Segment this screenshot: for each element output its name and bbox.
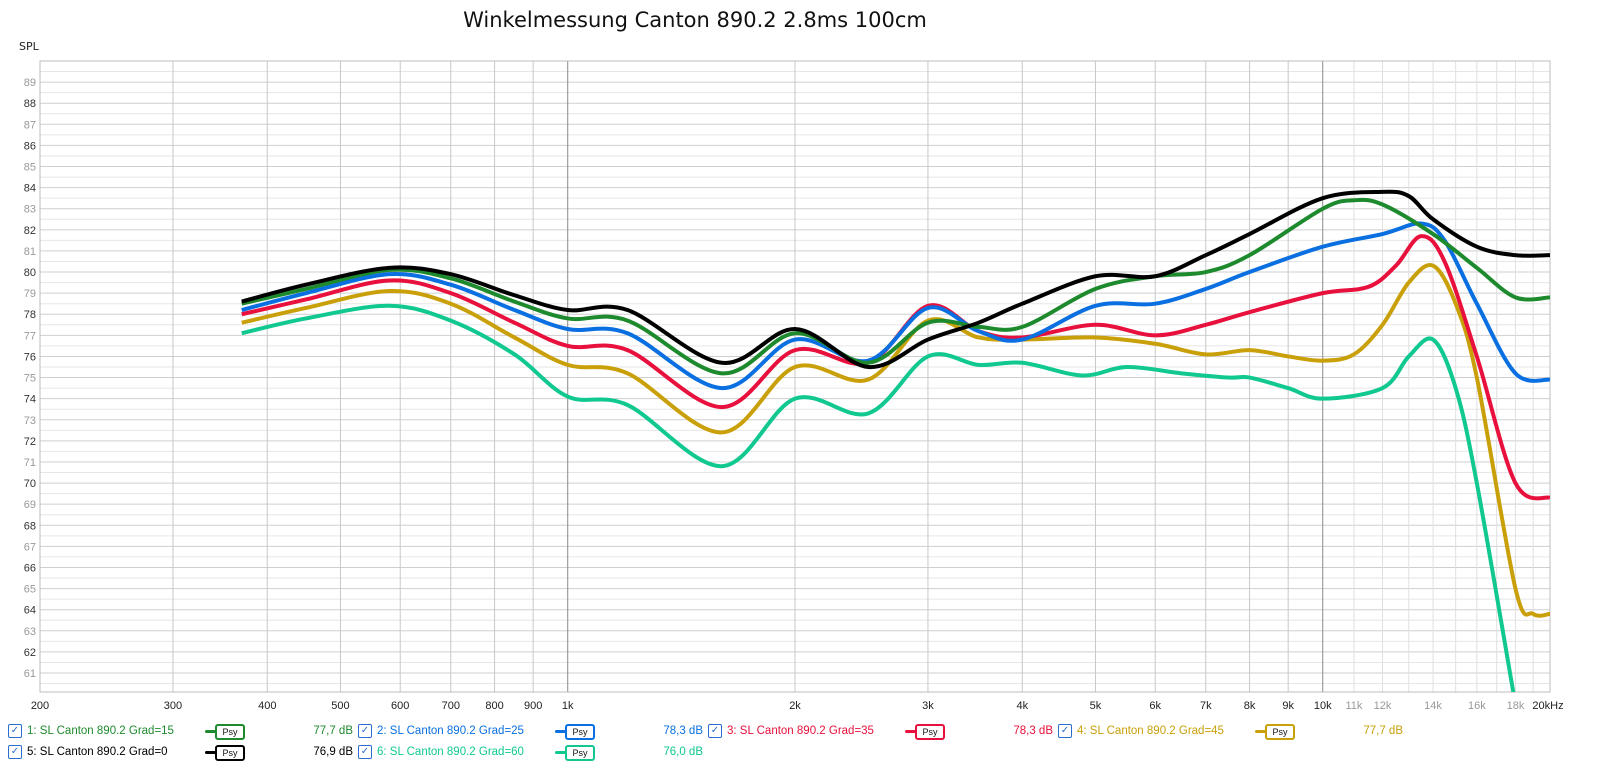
series-line-2 — [241, 221, 1550, 391]
x-tick-label: 600 — [391, 700, 409, 712]
legend-checkbox[interactable]: ✓ — [708, 724, 722, 738]
psy-smoothing-button[interactable]: Psy — [553, 723, 643, 740]
chart-title: Winkelmessung Canton 890.2 2.8ms 100cm — [463, 8, 927, 32]
legend-label: 6: SL Canton 890.2 Grad=60 — [377, 746, 524, 758]
psy-label: Psy — [915, 724, 945, 740]
psy-label: Psy — [215, 745, 245, 761]
x-tick-label: 10k — [1314, 700, 1332, 712]
series-line-5 — [241, 189, 1550, 370]
psy-smoothing-button[interactable]: Psy — [203, 744, 293, 761]
psy-smoothing-button[interactable]: Psy — [553, 744, 643, 761]
legend-value: 77,7 dB — [313, 725, 353, 737]
y-tick-label: 68 — [24, 520, 36, 532]
y-axis-label: SPL — [19, 40, 39, 53]
x-tick-label: 8k — [1244, 700, 1256, 712]
series-line-3 — [241, 234, 1550, 501]
legend-value: 78,3 dB — [663, 725, 703, 737]
x-tick-label: 2k — [789, 700, 801, 712]
plot-frame — [39, 60, 1551, 693]
y-tick-label: 87 — [24, 119, 36, 131]
legend-checkbox[interactable]: ✓ — [8, 724, 22, 738]
x-tick-label: 4k — [1016, 700, 1028, 712]
y-tick-label: 88 — [24, 98, 36, 110]
y-tick-label: 72 — [24, 436, 36, 448]
x-tick-label: 6k — [1149, 700, 1161, 712]
legend-label: 1: SL Canton 890.2 Grad=15 — [27, 725, 174, 737]
series-line-4 — [241, 263, 1550, 618]
legend-checkbox[interactable]: ✓ — [1058, 724, 1072, 738]
y-tick-label: 73 — [24, 415, 36, 427]
y-tick-label: 67 — [24, 541, 36, 553]
y-tick-label: 78 — [24, 309, 36, 321]
y-tick-label: 65 — [24, 584, 36, 596]
y-tick-label: 64 — [24, 605, 36, 617]
psy-label: Psy — [565, 724, 595, 740]
legend-value: 76,9 dB — [313, 746, 353, 758]
x-tick-label: 5k — [1090, 700, 1102, 712]
y-tick-label: 85 — [24, 162, 36, 174]
y-tick-label: 82 — [24, 225, 36, 237]
x-tick-label: 11k — [1346, 700, 1363, 712]
y-tick-label: 75 — [24, 373, 36, 385]
legend-label: 3: SL Canton 890.2 Grad=35 — [727, 725, 874, 737]
y-tick-label: 66 — [24, 562, 36, 574]
y-tick-label: 70 — [24, 478, 36, 490]
x-tick-label: 14k — [1424, 700, 1442, 712]
psy-label: Psy — [565, 745, 595, 761]
y-tick-label: 63 — [24, 626, 36, 638]
legend-checkbox[interactable]: ✓ — [358, 745, 372, 759]
y-tick-label: 84 — [24, 183, 36, 195]
legend-item: ✓ 5: SL Canton 890.2 Grad=0 Psy 76,9 dB — [8, 742, 353, 762]
y-tick-label: 61 — [24, 668, 36, 680]
psy-label: Psy — [215, 724, 245, 740]
x-tick-label: 7k — [1200, 700, 1212, 712]
psy-smoothing-button[interactable]: Psy — [1253, 723, 1343, 740]
x-tick-label: 18k — [1507, 700, 1525, 712]
y-tick-label: 80 — [24, 267, 36, 279]
x-tick-label: 20kHz — [1532, 700, 1563, 712]
legend-checkbox[interactable]: ✓ — [358, 724, 372, 738]
legend-item: ✓ 2: SL Canton 890.2 Grad=25 Psy 78,3 dB — [358, 721, 703, 741]
legend-label: 4: SL Canton 890.2 Grad=45 — [1077, 725, 1224, 737]
x-tick-label: 3k — [922, 700, 934, 712]
x-tick-label: 16k — [1468, 700, 1486, 712]
x-tick-label: 9k — [1282, 700, 1294, 712]
legend-item: ✓ 6: SL Canton 890.2 Grad=60 Psy 76,0 dB — [358, 742, 703, 762]
y-tick-label: 89 — [24, 77, 36, 89]
psy-smoothing-button[interactable]: Psy — [203, 723, 293, 740]
frequency-response-chart: 61 62 63 64 65 66 67 68 69 70 71 72 73 74 75 76 77 78 79 80… — [24, 60, 1564, 712]
psy-smoothing-button[interactable]: Psy — [903, 723, 993, 740]
y-tick-label: 81 — [24, 246, 36, 258]
x-tick-label: 500 — [331, 700, 349, 712]
y-tick-label: 86 — [24, 140, 36, 152]
x-tick-label: 1k — [562, 700, 574, 712]
legend-value: 77,7 dB — [1363, 725, 1403, 737]
legend-checkbox[interactable]: ✓ — [8, 745, 22, 759]
y-tick-label: 76 — [24, 351, 36, 363]
legend-value: 76,0 dB — [663, 746, 703, 758]
series-line-6 — [241, 303, 1516, 692]
y-tick-label: 74 — [24, 394, 36, 406]
x-tick-label: 800 — [485, 700, 503, 712]
legend-item: ✓ 4: SL Canton 890.2 Grad=45 Psy 77,7 dB — [1058, 721, 1403, 741]
x-tick-label: 200 — [31, 700, 49, 712]
series-line-1 — [241, 197, 1550, 376]
y-tick-label: 62 — [24, 647, 36, 659]
legend-item: ✓ 3: SL Canton 890.2 Grad=35 Psy 78,3 dB — [708, 721, 1053, 741]
x-tick-label: 300 — [164, 700, 182, 712]
legend-label: 5: SL Canton 890.2 Grad=0 — [27, 746, 168, 758]
y-tick-label: 79 — [24, 288, 36, 300]
psy-label: Psy — [1265, 724, 1295, 740]
x-tick-label: 12k — [1374, 700, 1392, 712]
legend-item: ✓ 1: SL Canton 890.2 Grad=15 Psy 77,7 dB — [8, 721, 353, 741]
x-tick-label: 700 — [442, 700, 460, 712]
y-tick-label: 69 — [24, 499, 36, 511]
x-tick-label: 400 — [258, 700, 276, 712]
legend-label: 2: SL Canton 890.2 Grad=25 — [377, 725, 524, 737]
y-tick-label: 71 — [24, 457, 36, 469]
y-tick-label: 77 — [24, 330, 36, 342]
y-tick-label: 83 — [24, 204, 36, 216]
x-tick-label: 900 — [524, 700, 542, 712]
legend-value: 78,3 dB — [1013, 725, 1053, 737]
